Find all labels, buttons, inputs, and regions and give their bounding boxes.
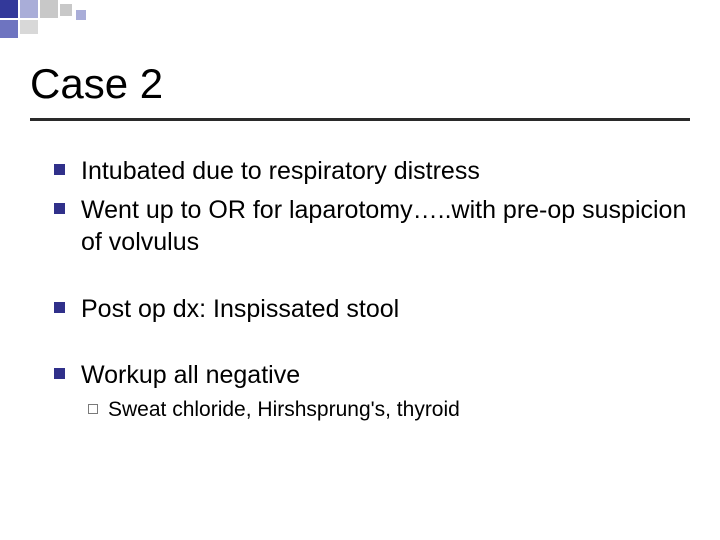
bullet-item: Post op dx: Inspissated stool — [54, 293, 690, 326]
sub-bullet-item: Sweat chloride, Hirshsprung's, thyroid — [88, 398, 690, 422]
bullet-item: Went up to OR for laparotomy…..with pre-… — [54, 194, 690, 259]
slide-body: Case 2 Intubated due to respiratory dist… — [30, 60, 690, 520]
bullet-text: Went up to OR for laparotomy…..with pre-… — [81, 194, 690, 259]
bullet-gap — [54, 331, 690, 359]
bullet-item: Intubated due to respiratory distress — [54, 155, 690, 188]
deco-square-2 — [40, 0, 58, 18]
square-bullet-icon — [54, 203, 65, 214]
bullet-text: Post op dx: Inspissated stool — [81, 293, 399, 326]
bullet-text: Intubated due to respiratory distress — [81, 155, 480, 188]
deco-square-3 — [0, 20, 18, 38]
deco-square-5 — [60, 4, 72, 16]
corner-decoration — [0, 0, 180, 36]
square-bullet-icon — [54, 302, 65, 313]
deco-square-6 — [76, 10, 86, 20]
hollow-square-bullet-icon — [88, 404, 98, 414]
square-bullet-icon — [54, 368, 65, 379]
deco-square-4 — [20, 20, 38, 34]
bullet-list: Intubated due to respiratory distress Wen… — [30, 155, 690, 422]
title-rule: Case 2 — [30, 60, 690, 121]
deco-square-0 — [0, 0, 18, 18]
square-bullet-icon — [54, 164, 65, 175]
bullet-gap — [54, 265, 690, 293]
bullet-item: Workup all negative — [54, 359, 690, 392]
bullet-text: Sweat chloride, Hirshsprung's, thyroid — [108, 398, 460, 422]
slide-title: Case 2 — [30, 60, 690, 108]
deco-square-1 — [20, 0, 38, 18]
bullet-text: Workup all negative — [81, 359, 300, 392]
